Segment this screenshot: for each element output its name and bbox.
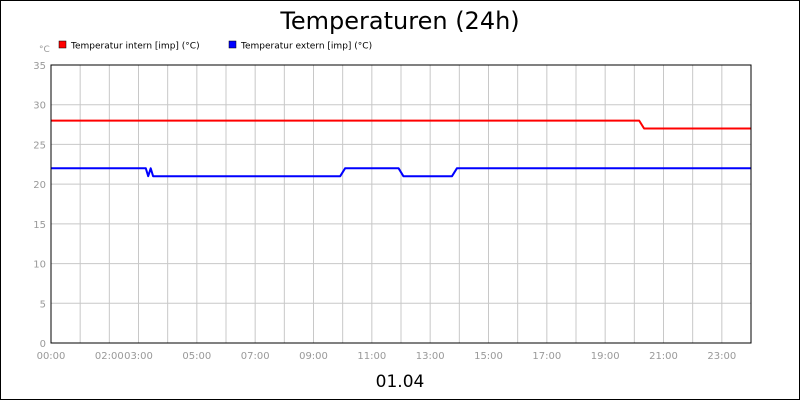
x-tick-label: 00:00 xyxy=(37,351,66,362)
chart-title: Temperaturen (24h) xyxy=(279,7,519,35)
legend-swatch xyxy=(228,40,237,49)
y-tick-label: 30 xyxy=(33,101,46,112)
y-tick-label: 10 xyxy=(33,260,46,271)
x-tick-label: 21:00 xyxy=(649,351,678,362)
x-tick-label: 05:00 xyxy=(182,351,211,362)
x-tick-label: 09:00 xyxy=(299,351,328,362)
y-tick-labels: 0 5 10 15 20 25 30 35 xyxy=(33,61,46,350)
legend-label: Temperatur extern [imp] (°C) xyxy=(240,42,372,52)
x-tick-label: 03:00 xyxy=(124,351,153,362)
x-tick-label: 02:00 xyxy=(95,351,124,362)
x-tick-label: 19:00 xyxy=(591,351,620,362)
x-tick-label: 23:00 xyxy=(707,351,736,362)
x-tick-label: 13:00 xyxy=(416,351,445,362)
x-tick-label: 15:00 xyxy=(474,351,503,362)
y-tick-label: 25 xyxy=(33,140,46,151)
legend: Temperatur intern [imp] (°C) Temperatur e… xyxy=(58,40,372,52)
legend-swatch xyxy=(58,40,67,49)
y-tick-label: 15 xyxy=(33,220,46,231)
series-line-0 xyxy=(51,119,751,130)
series-lines xyxy=(51,119,751,178)
date-label: 01.04 xyxy=(376,372,425,392)
plot-area-border xyxy=(50,64,752,344)
y-tick-label: 0 xyxy=(40,339,46,350)
legend-label: Temperatur intern [imp] (°C) xyxy=(70,42,200,52)
x-tick-label: 17:00 xyxy=(532,351,561,362)
series-line-1 xyxy=(51,167,751,178)
x-tick-labels: 00:00 02:00 03:00 05:00 07:00 09:00 11:00 13:00… xyxy=(37,351,737,362)
x-tick-label: 07:00 xyxy=(241,351,270,362)
y-tick-label: 20 xyxy=(33,180,46,191)
grid-lines xyxy=(51,65,751,343)
y-axis-unit: °C xyxy=(39,45,50,55)
x-tick-label: 11:00 xyxy=(357,351,386,362)
y-tick-label: 5 xyxy=(40,299,46,310)
y-tick-label: 35 xyxy=(33,61,46,72)
